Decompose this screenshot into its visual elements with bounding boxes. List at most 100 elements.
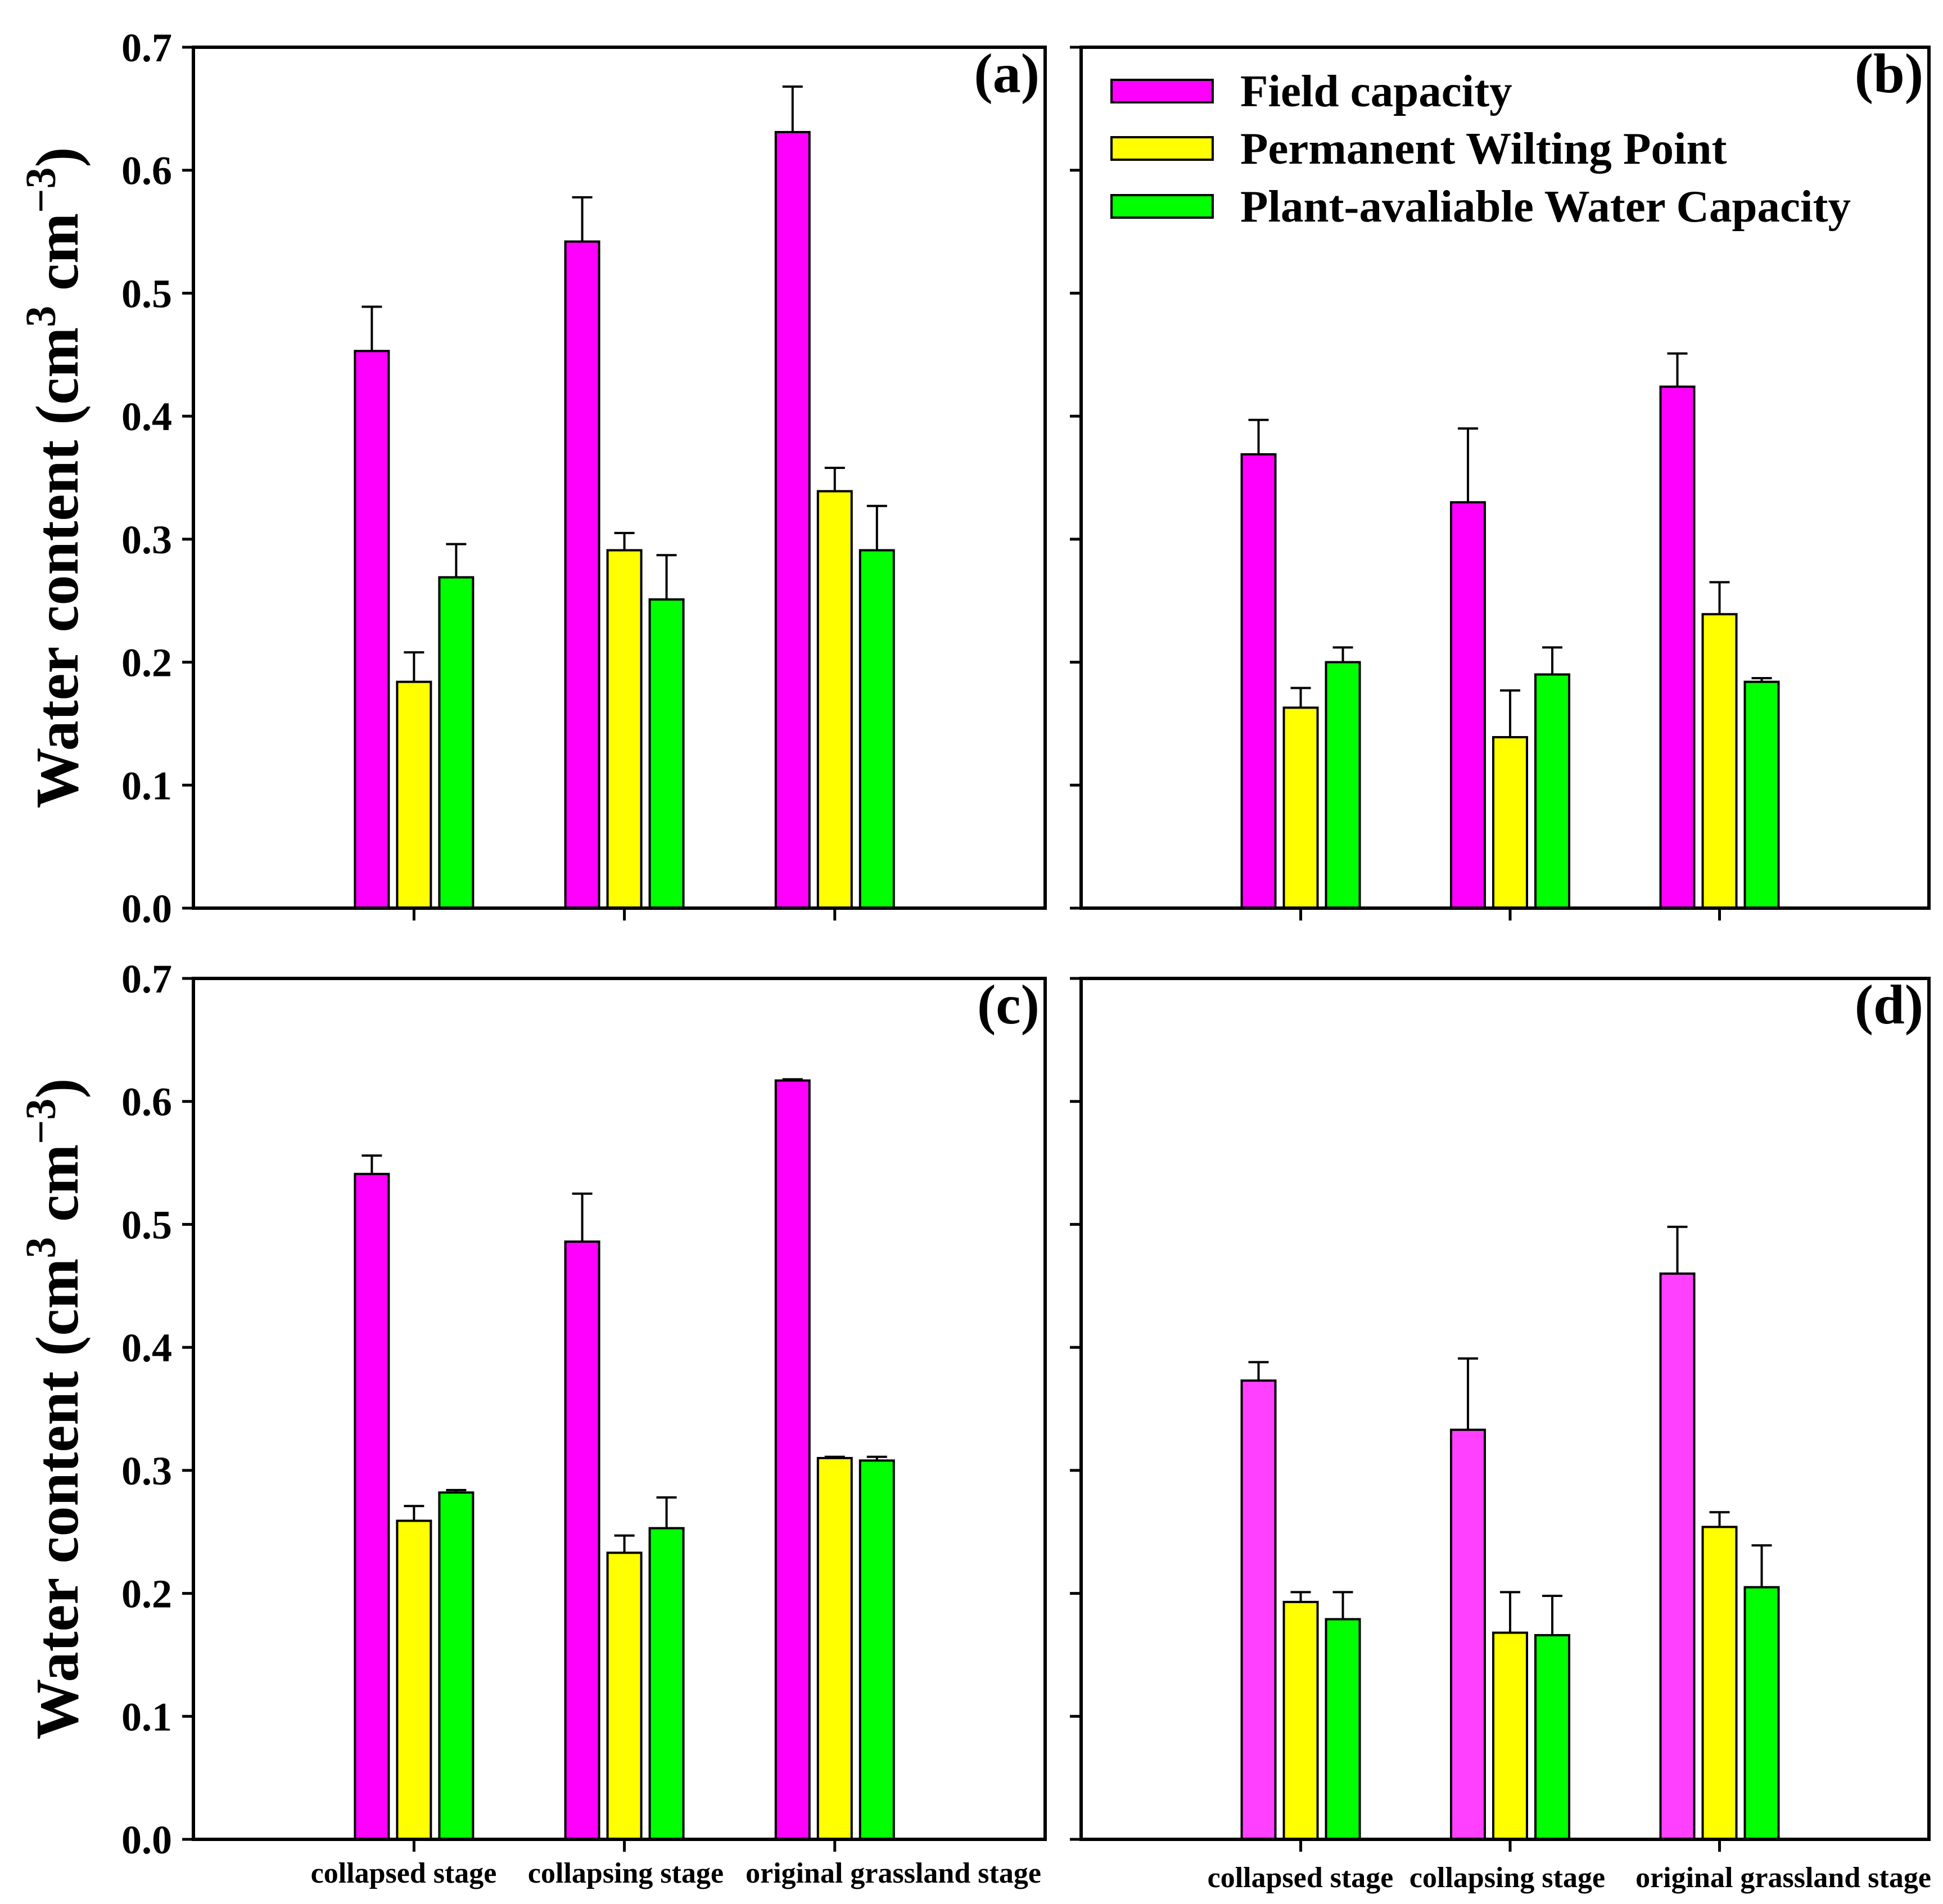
bar-permanent-wilting-point-collapsing-stage: [1492, 736, 1529, 910]
bar-field-capacity-collapsing-stage: [1450, 1428, 1486, 1840]
y-tick-label: 0.7: [121, 25, 172, 70]
bar-field-capacity-collapsed-stage: [354, 1172, 390, 1840]
bar-plant-avaliable-water-capacity-collapsing-stage: [1534, 1634, 1571, 1841]
bar-plant-avaliable-water-capacity-collapsed-stage: [438, 576, 475, 909]
y-axis-label-superscript: −3: [17, 1099, 65, 1144]
y-axis-label-text: cm: [24, 1144, 91, 1237]
y-axis-label-text: cm: [24, 213, 91, 306]
error-bar-field-capacity-collapsing-stage: [572, 196, 593, 242]
panel-label: (c): [977, 973, 1040, 1036]
error-bar-plant-avaliable-water-capacity-collapsed-stage: [446, 1488, 467, 1493]
y-axis-label-superscript: 3: [17, 1237, 65, 1258]
bar-permanent-wilting-point-collapsed-stage: [1282, 706, 1319, 909]
error-bar-field-capacity-collapsed-stage: [1248, 418, 1269, 454]
error-bar-permanent-wilting-point-original-grassland-stage: [824, 467, 845, 491]
y-tick-label: 0.7: [121, 956, 172, 1001]
plot-frame: [192, 977, 1047, 1841]
bar-plant-avaliable-water-capacity-original-grassland-stage: [1743, 680, 1780, 909]
y-axis-label-superscript: 3: [17, 306, 65, 327]
bar-field-capacity-collapsed-stage: [354, 350, 390, 909]
bar-plant-avaliable-water-capacity-original-grassland-stage: [858, 1459, 895, 1841]
error-bar-field-capacity-collapsing-stage: [1458, 427, 1479, 503]
y-axis-label-text: Water content (cm: [24, 1258, 91, 1740]
bar-field-capacity-original-grassland-stage: [1659, 385, 1696, 909]
bar-permanent-wilting-point-collapsed-stage: [396, 680, 432, 909]
error-bar-plant-avaliable-water-capacity-collapsing-stage: [656, 1496, 677, 1528]
y-tick-label: 0.6: [121, 148, 172, 193]
error-bar-permanent-wilting-point-collapsed-stage: [404, 1505, 424, 1521]
plot-frame: [1079, 977, 1931, 1841]
y-tick-label: 0.4: [121, 394, 172, 439]
bar-permanent-wilting-point-collapsed-stage: [1282, 1600, 1319, 1840]
legend-label: Plant-avaliable Water Capacity: [1240, 181, 1851, 232]
y-tick-label: 0.2: [121, 1572, 172, 1617]
x-category-label: original grassland stage: [745, 1857, 1041, 1889]
panel-c: 0.0 0.1 0.2 0.3 0.4 0.5 0.6 0.7 collapsed stage c…: [17, 956, 1047, 1889]
bar-plant-avaliable-water-capacity-collapsing-stage: [648, 598, 685, 909]
error-bar-plant-avaliable-water-capacity-collapsed-stage: [1332, 646, 1353, 662]
bar-plant-avaliable-water-capacity-collapsing-stage: [648, 1527, 685, 1840]
error-bar-plant-avaliable-water-capacity-collapsed-stage: [446, 543, 467, 577]
y-axis-label-text: Water content (cm: [24, 327, 91, 809]
panel-b: (b) Field capacity Permanent Wilting Point…: [1070, 42, 1931, 921]
error-bar-plant-avaliable-water-capacity-original-grassland-stage: [866, 1455, 887, 1461]
y-axis-label-superscript: −3: [17, 168, 65, 213]
error-bar-field-capacity-collapsed-stage: [362, 305, 382, 351]
error-bar-plant-avaliable-water-capacity-collapsing-stage: [1542, 1594, 1563, 1635]
panel-d: collapsed stage collapsing stage original …: [1070, 973, 1931, 1894]
panel-a: 0.0 0.1 0.2 0.3 0.4 0.5 0.6 0.7 (a) Water content…: [17, 25, 1047, 931]
x-category-label: original grassland stage: [1635, 1862, 1931, 1894]
legend-label: Permanent Wilting Point: [1240, 123, 1727, 174]
x-category-label: collapsing stage: [1409, 1862, 1605, 1894]
y-axis-label-text: ): [24, 147, 91, 168]
y-tick-label: 0.5: [121, 271, 172, 316]
bar-permanent-wilting-point-collapsing-stage: [606, 549, 643, 909]
plot-frame: [1079, 46, 1931, 910]
y-axis-label: Water content (cm3 cm−3): [17, 1079, 91, 1740]
y-tick-label: 0.6: [121, 1080, 172, 1125]
error-bar-field-capacity-collapsing-stage: [572, 1192, 593, 1242]
error-bar-plant-avaliable-water-capacity-original-grassland-stage: [1751, 677, 1772, 682]
bar-permanent-wilting-point-original-grassland-stage: [1701, 1526, 1738, 1841]
x-category-label: collapsed stage: [311, 1857, 497, 1889]
y-tick-label: 0.3: [121, 517, 172, 562]
y-tick-label: 0.2: [121, 640, 172, 685]
error-bar-permanent-wilting-point-collapsing-stage: [1500, 1591, 1521, 1633]
bar-permanent-wilting-point-original-grassland-stage: [816, 490, 853, 909]
error-bar-permanent-wilting-point-original-grassland-stage: [1709, 581, 1730, 615]
error-bar-permanent-wilting-point-collapsing-stage: [614, 1534, 635, 1553]
y-tick-label: 0.3: [121, 1449, 172, 1494]
plot-frame: [192, 46, 1047, 910]
bar-field-capacity-collapsed-stage: [1240, 453, 1277, 909]
y-tick-label: 0.0: [121, 1817, 172, 1862]
bar-permanent-wilting-point-collapsing-stage: [1492, 1631, 1529, 1841]
bar-field-capacity-collapsing-stage: [564, 240, 600, 909]
bar-permanent-wilting-point-collapsed-stage: [396, 1519, 432, 1840]
bar-field-capacity-original-grassland-stage: [774, 130, 811, 910]
y-axis-label-text: ): [24, 1079, 91, 1099]
bar-field-capacity-original-grassland-stage: [774, 1079, 811, 1840]
bar-plant-avaliable-water-capacity-collapsed-stage: [1325, 1618, 1361, 1841]
bar-field-capacity-original-grassland-stage: [1659, 1272, 1696, 1840]
bar-permanent-wilting-point-collapsing-stage: [606, 1551, 643, 1841]
bar-plant-avaliable-water-capacity-original-grassland-stage: [1743, 1586, 1780, 1841]
bar-plant-avaliable-water-capacity-original-grassland-stage: [858, 549, 895, 909]
bar-field-capacity-collapsed-stage: [1240, 1379, 1277, 1841]
error-bar-permanent-wilting-point-original-grassland-stage: [1709, 1511, 1730, 1527]
y-tick-label: 0.5: [121, 1202, 172, 1247]
error-bar-field-capacity-original-grassland-stage: [1667, 352, 1688, 387]
error-bar-permanent-wilting-point-original-grassland-stage: [824, 1455, 845, 1458]
x-category-label: collapsed stage: [1208, 1862, 1394, 1894]
legend-swatch-permanent-wilting-point: [1110, 136, 1214, 161]
y-tick-label: 0.4: [121, 1325, 172, 1370]
error-bar-field-capacity-original-grassland-stage: [782, 1078, 803, 1081]
legend-label: Field capacity: [1240, 66, 1512, 116]
error-bar-plant-avaliable-water-capacity-collapsed-stage: [1332, 1591, 1353, 1619]
error-bar-plant-avaliable-water-capacity-original-grassland-stage: [1751, 1544, 1772, 1587]
error-bar-field-capacity-collapsing-stage: [1458, 1357, 1479, 1430]
error-bar-plant-avaliable-water-capacity-collapsing-stage: [656, 554, 677, 600]
legend-swatch-plant-avaliable-water-capacity: [1110, 194, 1214, 219]
legend-swatch-field-capacity: [1110, 79, 1214, 103]
error-bar-permanent-wilting-point-collapsed-stage: [1290, 1591, 1311, 1602]
